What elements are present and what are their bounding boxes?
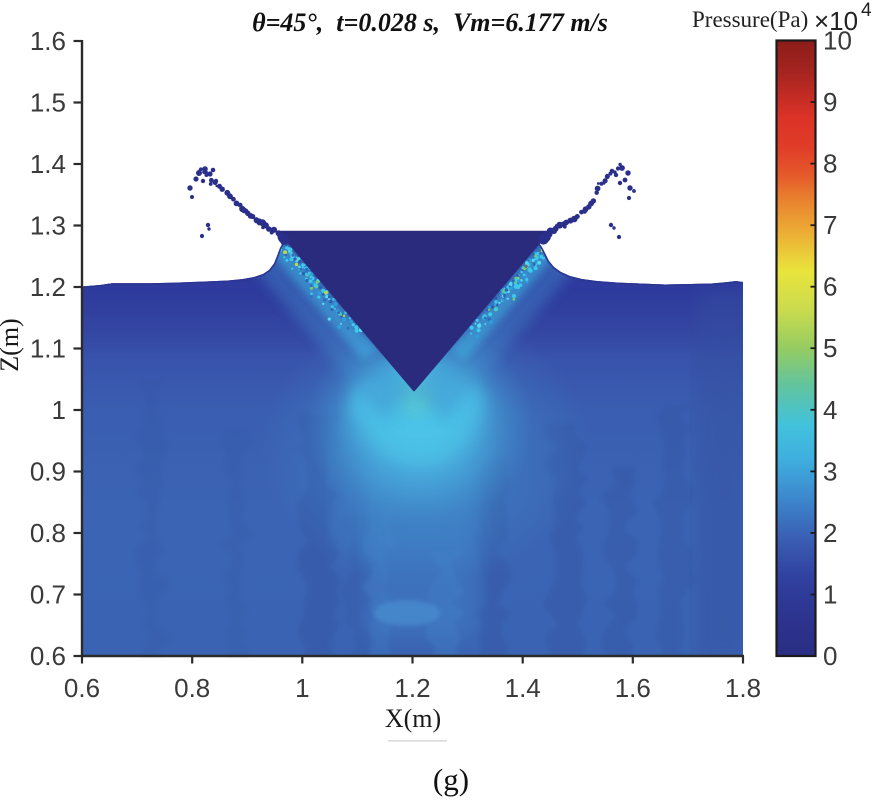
svg-text:Z(m): Z(m) bbox=[0, 318, 24, 371]
svg-text:1.2: 1.2 bbox=[394, 673, 430, 703]
svg-text:0.6: 0.6 bbox=[64, 673, 100, 703]
svg-text:0.8: 0.8 bbox=[174, 673, 210, 703]
svg-text:1.2: 1.2 bbox=[30, 272, 66, 302]
svg-text:2: 2 bbox=[823, 518, 837, 548]
svg-text:1.4: 1.4 bbox=[30, 149, 66, 179]
svg-text:1.1: 1.1 bbox=[30, 334, 66, 364]
svg-text:0: 0 bbox=[823, 641, 837, 671]
svg-text:1.8: 1.8 bbox=[725, 673, 761, 703]
svg-text:9: 9 bbox=[823, 87, 837, 117]
svg-text:1: 1 bbox=[823, 580, 837, 610]
svg-text:0.8: 0.8 bbox=[30, 518, 66, 548]
svg-text:X(m): X(m) bbox=[385, 704, 441, 733]
svg-text:0.6: 0.6 bbox=[30, 641, 66, 671]
svg-text:4: 4 bbox=[823, 395, 837, 425]
svg-text:3: 3 bbox=[823, 456, 837, 486]
svg-text:5: 5 bbox=[823, 333, 837, 363]
svg-text:6: 6 bbox=[823, 272, 837, 302]
svg-text:θ=45°, t=0.028 s, Vm=6.177 m: θ=45°, t=0.028 s, Vm=6.177 m/s bbox=[252, 8, 608, 37]
svg-text:4: 4 bbox=[861, 0, 872, 21]
svg-text:×10: ×10 bbox=[814, 6, 858, 36]
svg-text:0.7: 0.7 bbox=[30, 580, 66, 610]
svg-text:1.4: 1.4 bbox=[505, 673, 541, 703]
svg-text:(g): (g) bbox=[433, 762, 469, 797]
svg-text:1: 1 bbox=[295, 673, 309, 703]
svg-text:8: 8 bbox=[823, 149, 837, 179]
svg-text:1.3: 1.3 bbox=[30, 211, 66, 241]
svg-text:7: 7 bbox=[823, 210, 837, 240]
svg-text:1.6: 1.6 bbox=[615, 673, 651, 703]
svg-text:1.5: 1.5 bbox=[30, 88, 66, 118]
svg-text:Pressure(Pa): Pressure(Pa) bbox=[692, 7, 808, 32]
svg-text:10: 10 bbox=[823, 26, 852, 56]
svg-text:0.9: 0.9 bbox=[30, 457, 66, 487]
svg-text:1: 1 bbox=[52, 395, 66, 425]
svg-text:1.6: 1.6 bbox=[30, 26, 66, 56]
